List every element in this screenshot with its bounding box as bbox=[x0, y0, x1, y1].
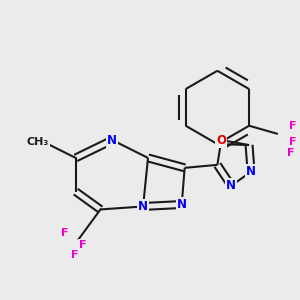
Text: N: N bbox=[226, 179, 236, 192]
Text: F: F bbox=[71, 250, 79, 260]
Text: N: N bbox=[246, 165, 256, 178]
Text: F: F bbox=[289, 136, 296, 147]
Text: N: N bbox=[107, 134, 117, 147]
Text: O: O bbox=[216, 134, 226, 147]
Text: F: F bbox=[79, 240, 86, 250]
Text: F: F bbox=[289, 121, 296, 131]
Text: N: N bbox=[177, 198, 187, 211]
Text: F: F bbox=[61, 228, 68, 238]
Text: N: N bbox=[138, 200, 148, 213]
Text: F: F bbox=[287, 148, 295, 158]
Text: CH₃: CH₃ bbox=[27, 137, 49, 147]
